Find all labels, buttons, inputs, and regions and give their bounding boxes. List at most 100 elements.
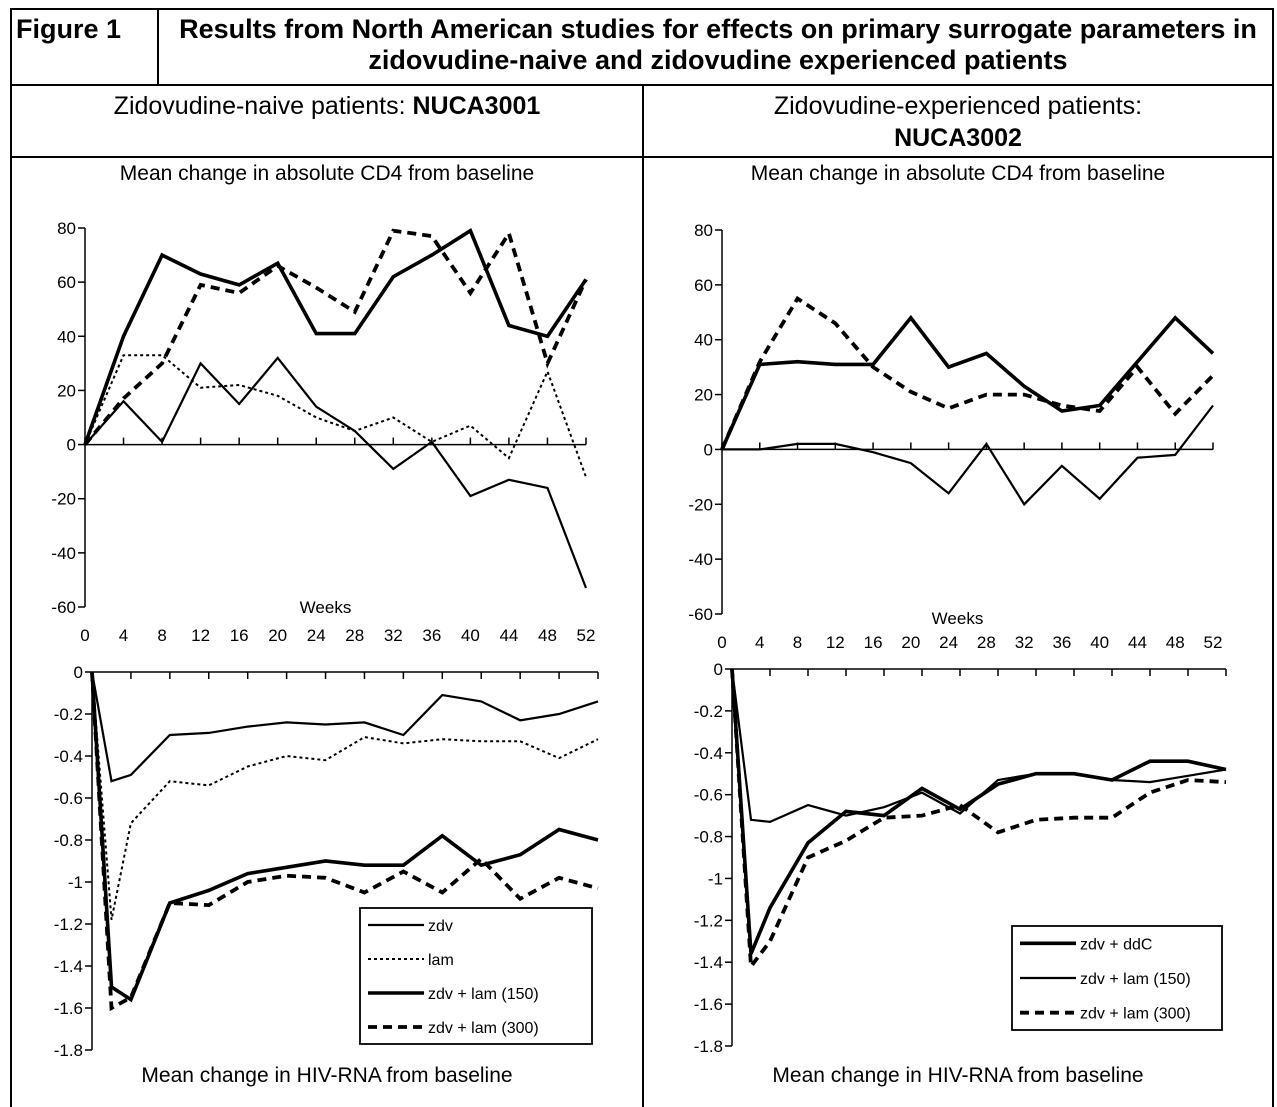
y-tick-label: 20 <box>694 386 713 405</box>
frame-top-border <box>10 8 1274 10</box>
left-column-heading-text: Zidovudine-naive patients: <box>113 92 413 120</box>
legend-box <box>359 907 593 1045</box>
y-tick-label: -0.4 <box>694 744 723 763</box>
y-tick-label: -60 <box>688 605 713 624</box>
series-line-zdv-lam-300- <box>90 671 599 1012</box>
column-divider <box>642 84 644 1107</box>
legend-label: zdv + lam (150) <box>1080 971 1191 988</box>
x-axis-label: Weeks <box>932 609 984 628</box>
series-line-zdv-lam-150- <box>720 314 1215 451</box>
figure-title: Results from North American studies for … <box>179 14 1257 75</box>
x-tick-label: 52 <box>577 626 596 645</box>
x-tick-label: 0 <box>80 626 89 645</box>
frame-left-border <box>10 8 12 1107</box>
figure-label: Figure 1 <box>16 14 122 44</box>
y-tick-label: -0.8 <box>54 831 83 850</box>
y-tick-label: -20 <box>688 495 713 514</box>
x-tick-label: 24 <box>939 633 958 652</box>
y-tick-label: -1.6 <box>54 999 83 1018</box>
y-tick-label: 0 <box>67 436 76 455</box>
y-tick-label: -1.4 <box>694 953 723 972</box>
right-column-heading-text: Zidovudine-experienced patients: <box>773 92 1143 120</box>
x-axis-label: Weeks <box>300 598 352 617</box>
series-line-zdv-lam-300- <box>720 295 1215 451</box>
right-cd4-title: Mean change in absolute CD4 from baselin… <box>750 162 1166 185</box>
left-cd4-title: Mean change in absolute CD4 from baselin… <box>119 162 535 185</box>
figure-label-divider <box>157 8 159 86</box>
series-line-zdv <box>90 671 599 783</box>
y-tick-label: -40 <box>688 550 713 569</box>
y-tick-label: 40 <box>57 327 76 346</box>
legend-label: zdv + lam (300) <box>428 1020 539 1037</box>
x-tick-label: 4 <box>755 633 764 652</box>
series-line-zdv-lam-300- <box>83 228 588 446</box>
x-tick-label: 24 <box>307 626 326 645</box>
y-tick-label: 40 <box>694 331 713 350</box>
y-tick-label: -1 <box>708 869 723 888</box>
x-tick-label: 4 <box>119 626 128 645</box>
series-line-lam <box>84 354 587 478</box>
y-tick-label: -20 <box>51 490 76 509</box>
y-tick-label: -1.8 <box>694 1037 723 1056</box>
y-tick-label: 80 <box>57 219 76 238</box>
y-tick-label: -0.4 <box>54 747 83 766</box>
legend-label: lam <box>428 952 454 969</box>
y-tick-label: 60 <box>57 273 76 292</box>
series-line-zdv-lam-300- <box>730 668 1227 972</box>
legend-label: zdv + lam (150) <box>428 986 539 1003</box>
left-rna-title: Mean change in HIV-RNA from baseline <box>141 1064 513 1087</box>
x-tick-label: 32 <box>384 626 403 645</box>
x-tick-label: 28 <box>977 633 996 652</box>
series-line-zdv-lam-150- <box>83 228 588 446</box>
x-tick-label: 20 <box>901 633 920 652</box>
y-tick-label: 0 <box>74 663 83 682</box>
x-tick-label: 20 <box>268 626 287 645</box>
x-tick-label: 12 <box>191 626 210 645</box>
x-tick-label: 16 <box>864 633 883 652</box>
x-tick-label: 44 <box>499 626 518 645</box>
x-tick-label: 12 <box>826 633 845 652</box>
frame-right-border <box>1272 8 1274 1107</box>
x-tick-label: 48 <box>1166 633 1185 652</box>
left-column-heading: Zidovudine-naive patients: NUCA3001 <box>12 90 642 122</box>
y-tick-label: -0.6 <box>694 786 723 805</box>
y-tick-label: -1.4 <box>54 957 83 976</box>
y-tick-label: 60 <box>694 276 713 295</box>
legend-label: zdv <box>428 918 453 935</box>
series-line-zdv-lam-150- <box>730 668 1227 824</box>
series-line-zdv-ddc <box>730 668 1227 955</box>
x-tick-label: 44 <box>1128 633 1147 652</box>
chart-right-rna: -1.8 -1.6 -1.4 -1.2 -1 -0.8 -0.6 -0.4 -0.2 0 zdv +… <box>694 660 1227 1056</box>
x-tick-label: 36 <box>1052 633 1071 652</box>
x-tick-label: 36 <box>422 626 441 645</box>
y-tick-label: -0.6 <box>54 789 83 808</box>
x-tick-label: 48 <box>538 626 557 645</box>
legend-label: zdv + lam (300) <box>1080 1006 1191 1023</box>
y-tick-label: -1.2 <box>54 915 83 934</box>
right-column-heading: Zidovudine-experienced patients: NUCA300… <box>644 90 1272 154</box>
x-tick-label: 52 <box>1204 633 1223 652</box>
y-tick-label: 0 <box>714 660 723 679</box>
y-tick-label: 20 <box>57 381 76 400</box>
y-tick-label: -1 <box>68 873 83 892</box>
series-line-zdv-ddc <box>722 404 1214 507</box>
y-tick-label: -60 <box>51 598 76 617</box>
x-tick-label: 0 <box>717 633 726 652</box>
right-rna-title: Mean change in HIV-RNA from baseline <box>772 1064 1144 1087</box>
y-tick-label: -1.6 <box>694 995 723 1014</box>
series-line-zdv <box>84 356 588 589</box>
y-tick-label: -0.2 <box>694 702 723 721</box>
x-tick-label: 8 <box>793 633 802 652</box>
chart-left-rna: -1.8 -1.6 -1.4 -1.2 -1 -0.8 -0.6 -0.4 -0.2 0 zdv la… <box>54 663 599 1060</box>
left-column-study: NUCA3001 <box>412 92 541 120</box>
y-tick-label: -0.8 <box>694 828 723 847</box>
y-tick-label: -1.8 <box>54 1041 83 1060</box>
x-tick-label: 32 <box>1015 633 1034 652</box>
y-tick-label: -40 <box>51 544 76 563</box>
legend-label: zdv + ddC <box>1080 936 1152 953</box>
series-line-lam <box>91 671 599 920</box>
x-tick-label: 40 <box>461 626 480 645</box>
x-tick-label: 28 <box>345 626 364 645</box>
